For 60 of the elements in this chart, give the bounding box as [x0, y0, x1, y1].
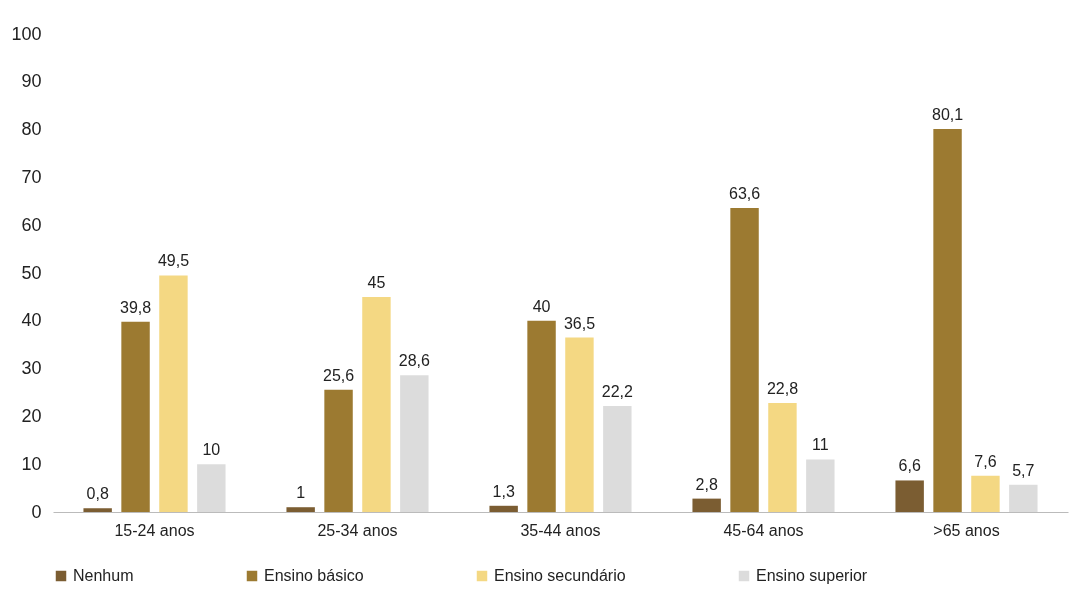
bar: [806, 459, 835, 512]
data-label: 11: [812, 436, 829, 454]
bar: [159, 275, 188, 512]
x-tick-label: 35-44 anos: [520, 521, 601, 539]
data-label: 36,5: [563, 314, 596, 332]
bar: [933, 129, 962, 512]
data-label: 80,1: [931, 106, 964, 124]
data-label: 1: [296, 484, 306, 502]
legend-label: Ensino básico: [264, 567, 364, 584]
data-label: 40: [532, 297, 551, 315]
y-tick-label: 80: [21, 119, 42, 140]
bar: [400, 375, 429, 512]
bar: [121, 321, 150, 512]
data-label: 0,8: [86, 485, 109, 503]
x-tick-label: 45-64 anos: [723, 521, 804, 539]
data-label: 49,5: [157, 252, 190, 270]
legend-label: Ensino secundário: [494, 567, 626, 584]
bar: [565, 337, 594, 512]
bar: [83, 508, 112, 512]
legend-label: Ensino superior: [756, 567, 868, 584]
bar: [527, 320, 556, 512]
data-label: 22,8: [766, 380, 799, 398]
bar: [971, 475, 1000, 512]
data-label: 7,6: [974, 452, 997, 470]
y-tick-label: 50: [21, 262, 42, 283]
y-tick-label: 90: [21, 71, 42, 92]
bar: [286, 507, 315, 512]
data-label: 22,2: [601, 382, 634, 400]
bar: [895, 480, 924, 512]
y-tick-label: 60: [21, 214, 42, 235]
y-tick-label: 10: [21, 453, 42, 474]
x-tick-label: 25-34 anos: [317, 521, 398, 539]
bar: [692, 498, 721, 512]
data-label: 10: [202, 441, 221, 459]
bar: [1009, 484, 1038, 512]
data-label: 1,3: [492, 482, 515, 500]
y-tick-label: 100: [11, 23, 42, 44]
bar: [603, 405, 632, 512]
bar: [730, 207, 759, 512]
y-tick-label: 20: [21, 405, 42, 426]
x-tick-label: 15-24 anos: [114, 521, 195, 539]
y-tick-label: 0: [31, 501, 42, 522]
data-label: 63,6: [728, 184, 761, 202]
legend-label: Nenhum: [73, 567, 134, 584]
data-label: 5,7: [1012, 461, 1035, 479]
bar: [489, 505, 518, 512]
bar: [768, 403, 797, 512]
data-label: 2,8: [695, 475, 718, 493]
data-label: 39,8: [119, 298, 152, 316]
data-label: 6,6: [898, 457, 921, 475]
data-label: 28,6: [398, 352, 431, 370]
bar: [197, 464, 226, 512]
x-tick-label: >65 anos: [933, 521, 1000, 539]
y-tick-label: 40: [21, 310, 42, 331]
bar: [362, 296, 391, 512]
data-label: 25,6: [322, 366, 355, 384]
y-tick-label: 30: [21, 358, 42, 379]
bar: [324, 389, 353, 512]
data-label: 45: [367, 273, 386, 291]
y-tick-label: 70: [21, 166, 42, 187]
